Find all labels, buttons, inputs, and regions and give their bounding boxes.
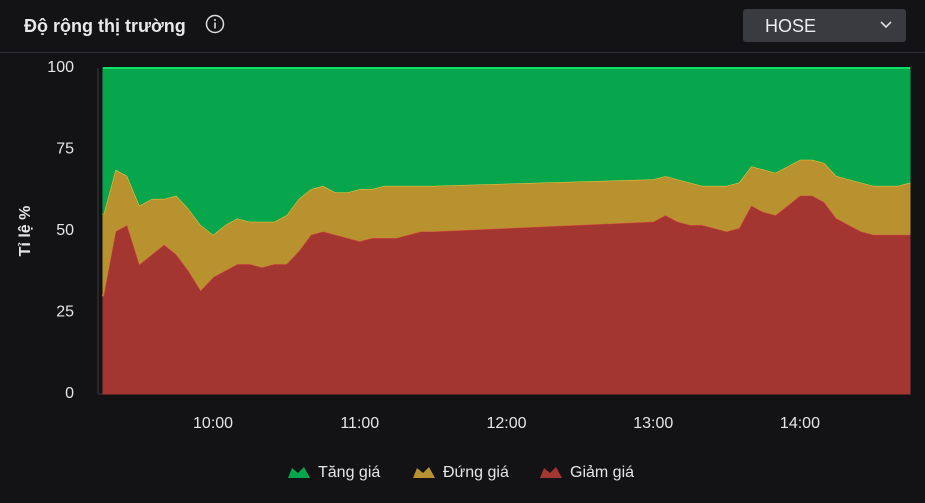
exchange-dropdown[interactable]: HOSE xyxy=(743,9,906,42)
x-tick-label: 12:00 xyxy=(486,415,526,432)
info-icon[interactable] xyxy=(205,14,225,34)
title: Độ rộng thị trường xyxy=(24,16,186,36)
x-tick-label: 10:00 xyxy=(193,415,233,432)
y-tick-label: 25 xyxy=(56,304,74,321)
header: Độ rộng thị trường HOSE xyxy=(0,0,925,53)
legend-label: Tăng giá xyxy=(318,464,380,481)
legend-icon xyxy=(413,467,435,478)
x-tick-label: 11:00 xyxy=(340,415,379,432)
y-tick-label: 100 xyxy=(47,59,74,76)
legend-icon xyxy=(540,467,562,478)
dropdown-value: HOSE xyxy=(765,16,817,36)
legend-label: Đứng giá xyxy=(443,464,509,481)
y-axis-label: Tỉ lệ % xyxy=(17,206,34,257)
x-tick-label: 13:00 xyxy=(633,415,673,432)
y-tick-label: 0 xyxy=(65,385,74,402)
x-tick-label: 14:00 xyxy=(780,415,820,432)
y-tick-label: 75 xyxy=(56,141,74,158)
legend-icon xyxy=(288,467,310,478)
legend-label: Giảm giá xyxy=(570,464,634,481)
chevron xyxy=(880,21,892,29)
y-tick-label: 50 xyxy=(56,222,74,239)
